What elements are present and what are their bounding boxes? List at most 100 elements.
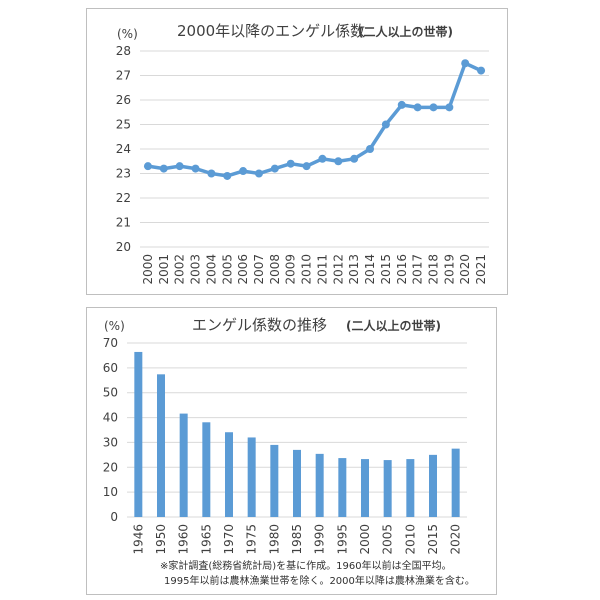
line-chart-data-point — [223, 171, 232, 180]
bar-chart-bar — [179, 413, 188, 517]
line-chart-data-point — [429, 103, 438, 112]
line-chart-x-tick-label: 2019 — [442, 254, 456, 285]
line-chart-series-line — [147, 61, 482, 178]
line-chart-data-point — [397, 100, 406, 109]
bar-chart-bar — [157, 374, 165, 517]
line-chart-data-point — [413, 103, 422, 112]
line-chart-x-tick-label: 2005 — [220, 254, 234, 285]
bar-chart-bar — [315, 453, 324, 517]
line-chart-data-point — [239, 167, 248, 176]
bar-chart-bar — [429, 454, 437, 517]
line-chart-panel: 2000年以降のエンゲル係数 (二人以上の世帯) (%) 20 21 22 23 24 2… — [86, 8, 508, 295]
line-chart-data-point — [270, 164, 279, 173]
line-chart-x-tick-label: 2015 — [379, 254, 393, 285]
bar-chart-bar — [451, 448, 460, 517]
bar-chart-x-tick-label: 1970 — [222, 524, 236, 555]
bar-chart-bar — [293, 449, 301, 517]
line-chart-subtitle: (二人以上の世帯) — [358, 24, 453, 39]
line-chart-x-tick-label: 2004 — [204, 254, 218, 285]
line-chart-x-tick-label: 2009 — [284, 254, 298, 285]
line-chart-y-axis: 20 21 22 23 24 25 26 27 28 — [116, 44, 131, 254]
bar-chart-bar — [134, 351, 143, 517]
bar-chart-y-tick-label: 40 — [103, 411, 118, 425]
line-chart-series — [143, 59, 486, 180]
bar-chart-x-tick-label: 2010 — [403, 524, 417, 555]
bar-chart-x-tick-label: 1960 — [177, 524, 191, 555]
line-chart-x-tick-label: 2016 — [395, 254, 409, 285]
footnote-line-1: ※家計調査(総務省統計局)を基に作成。1960年以前は全国平均。 — [160, 559, 452, 572]
line-chart-data-point — [175, 162, 184, 171]
line-chart-x-tick-label: 2020 — [458, 254, 472, 285]
line-chart-data-point — [286, 159, 295, 168]
line-chart-y-tick-label: 20 — [116, 240, 131, 254]
line-chart-x-tick-label: 2003 — [189, 254, 203, 285]
bar-chart-bar — [225, 432, 233, 517]
bar-chart-panel: エンゲル係数の推移 (二人以上の世帯) (%) 0 10 20 30 40 50 60 70 … — [86, 307, 497, 595]
bar-chart-x-tick-label: 2000 — [358, 524, 372, 555]
line-chart-data-point — [381, 120, 390, 129]
line-chart-data-point — [350, 154, 359, 163]
bar-chart-y-axis: 0 10 20 30 40 50 60 70 — [103, 336, 118, 524]
line-chart-x-tick-label: 2012 — [331, 254, 345, 285]
line-chart-data-point — [318, 154, 327, 163]
bar-chart-x-tick-label: 2005 — [381, 524, 395, 555]
line-chart-y-tick-label: 28 — [116, 44, 131, 58]
line-chart-data-point — [302, 162, 311, 171]
bar-chart-unit-label: (%) — [104, 319, 125, 333]
line-chart-x-tick-label: 2018 — [426, 254, 440, 285]
bar-chart-x-tick-label: 1985 — [290, 524, 304, 555]
bar-chart-bar — [270, 444, 279, 517]
bar-chart-bars — [134, 351, 460, 517]
line-chart-data-point — [334, 157, 343, 166]
line-chart-y-tick-label: 25 — [116, 118, 131, 132]
bar-chart-bar — [383, 460, 392, 517]
bar-chart-bar — [247, 437, 256, 517]
line-chart-x-tick-label: 2014 — [363, 254, 377, 285]
line-chart-y-tick-label: 26 — [116, 93, 131, 107]
bar-chart-x-tick-label: 1950 — [154, 524, 168, 555]
line-chart-x-tick-label: 2006 — [236, 254, 250, 285]
bar-chart-y-tick-label: 60 — [103, 361, 118, 375]
line-chart-data-point — [207, 169, 216, 178]
bar-chart: エンゲル係数の推移 (二人以上の世帯) (%) 010203040506070 … — [103, 316, 475, 587]
line-chart-x-tick-label: 2000 — [141, 254, 155, 285]
bar-chart-x-tick-label: 1975 — [245, 524, 259, 555]
line-chart-data-point — [445, 103, 454, 112]
line-chart-y-tick-label: 21 — [116, 216, 131, 230]
bar-chart-y-tick-label: 10 — [103, 485, 118, 499]
line-chart-x-tick-label: 2010 — [300, 254, 314, 285]
bar-chart-x-tick-label: 1946 — [131, 524, 145, 555]
bar-chart-bar — [338, 458, 347, 517]
bar-chart-x-tick-label: 1990 — [313, 524, 327, 555]
footnote-line-2: 1995年以前は農林漁業世帯を除く。2000年以降は農林漁業を含む。 — [164, 574, 475, 587]
bar-chart-x-tick-label: 2020 — [449, 524, 463, 555]
bar-chart-title: エンゲル係数の推移 — [192, 316, 327, 334]
line-chart-y-tick-label: 22 — [116, 191, 131, 205]
line-chart-unit-label: (%) — [117, 27, 138, 41]
line-chart-gridlines — [140, 50, 489, 248]
bar-chart-x-tick-label: 1995 — [335, 524, 349, 555]
bar-chart-bar — [406, 459, 415, 517]
line-chart-data-point — [461, 59, 470, 68]
bar-chart-bar — [202, 422, 211, 517]
line-chart-data-point — [366, 145, 375, 153]
bar-chart-y-tick-label: 0 — [110, 510, 118, 524]
line-chart-data-point — [191, 164, 200, 173]
line-chart-x-axis: 2000 2001 2002 2003 2004 2005 2006 2007 2008 2009… — [141, 254, 488, 285]
bar-chart-y-tick-label: 70 — [103, 336, 118, 350]
bar-chart-y-tick-label: 50 — [103, 386, 118, 400]
line-chart-y-tick-label: 23 — [116, 167, 131, 181]
line-chart-x-tick-label: 2008 — [268, 254, 282, 285]
bar-chart-subtitle: (二人以上の世帯) — [346, 318, 441, 333]
line-chart-y-tick-label: 27 — [116, 69, 131, 83]
bar-chart-bar — [361, 459, 369, 517]
bar-chart-x-tick-label: 1965 — [199, 524, 213, 555]
line-chart-x-tick-label: 2017 — [411, 254, 425, 285]
line-chart-title: 2000年以降のエンゲル係数 — [177, 22, 365, 40]
line-chart-x-tick-label: 2007 — [252, 254, 266, 285]
line-chart-data-point — [143, 162, 152, 171]
line-chart: 2000年以降のエンゲル係数 (二人以上の世帯) (%) 20212223242… — [116, 22, 489, 285]
line-chart-x-tick-label: 2013 — [347, 254, 361, 285]
line-chart-x-tick-label: 2001 — [157, 254, 171, 285]
line-chart-x-tick-label: 2021 — [474, 254, 488, 285]
